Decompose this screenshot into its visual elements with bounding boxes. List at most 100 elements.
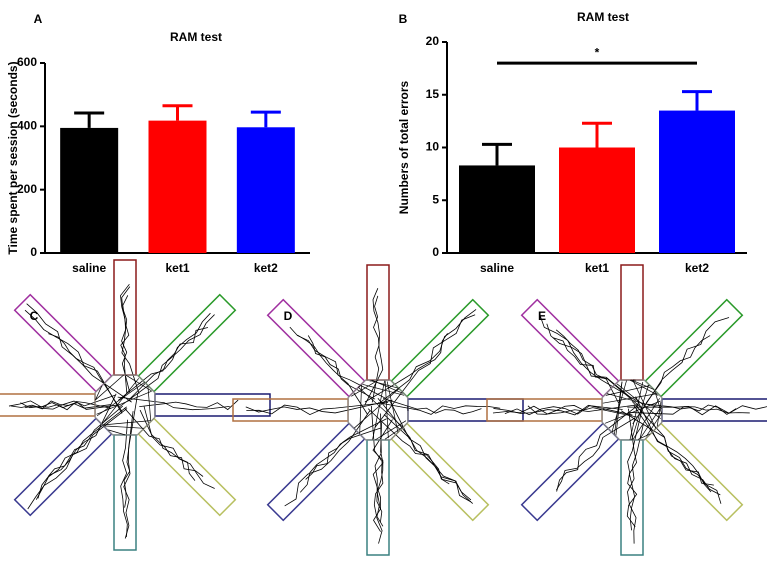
track <box>246 402 389 416</box>
panel-label: A <box>34 12 43 26</box>
maze <box>0 259 271 551</box>
track <box>101 378 140 425</box>
track <box>359 384 362 434</box>
maze-arm <box>644 422 744 522</box>
track <box>307 335 376 400</box>
maze <box>232 264 524 556</box>
maze <box>486 264 767 556</box>
maze-arm <box>390 298 490 398</box>
track <box>546 323 633 399</box>
track <box>631 379 654 390</box>
track <box>129 312 211 400</box>
track <box>372 380 385 440</box>
track <box>639 405 663 440</box>
track <box>20 401 112 411</box>
panel-label: E <box>538 309 546 323</box>
track <box>378 402 501 415</box>
y-axis-label: Time spent per session (seconds) <box>6 61 20 254</box>
y-tick-label: 15 <box>426 87 440 101</box>
track <box>656 401 662 427</box>
x-tick-label: ket1 <box>165 261 189 275</box>
y-tick-label: 400 <box>17 119 37 133</box>
track <box>125 374 152 392</box>
track <box>108 429 126 436</box>
track <box>627 424 644 544</box>
x-tick-label: ket2 <box>685 261 709 275</box>
bar <box>559 147 635 253</box>
track <box>297 334 368 415</box>
y-axis-label: Numbers of total errors <box>397 80 411 214</box>
track <box>384 426 403 440</box>
track <box>372 422 384 532</box>
track <box>289 326 386 399</box>
track <box>374 314 476 428</box>
track <box>637 433 651 440</box>
track <box>358 384 362 388</box>
track <box>629 381 644 441</box>
track <box>37 393 117 499</box>
track <box>616 383 661 420</box>
track <box>627 405 767 416</box>
maze-center <box>601 379 663 441</box>
track <box>645 335 711 404</box>
track <box>119 314 215 408</box>
bar <box>659 110 735 253</box>
y-tick-label: 10 <box>426 140 440 154</box>
significance-mark: * <box>595 45 600 59</box>
track <box>646 412 663 437</box>
y-tick-label: 200 <box>17 182 37 196</box>
track <box>527 405 638 418</box>
track <box>48 333 123 412</box>
y-tick-label: 0 <box>432 245 439 259</box>
track <box>375 420 407 441</box>
track <box>372 380 404 394</box>
track <box>120 295 130 394</box>
chart-title: RAM test <box>170 30 222 44</box>
bar <box>236 127 295 253</box>
track <box>102 420 151 426</box>
track <box>629 379 659 396</box>
maze-arm <box>520 298 620 398</box>
track <box>379 309 477 404</box>
y-tick-label: 5 <box>432 192 439 206</box>
track <box>139 399 239 411</box>
maze-arm <box>266 298 366 398</box>
track <box>35 406 127 500</box>
bar <box>60 127 119 253</box>
maze-center <box>94 374 156 436</box>
x-tick-label: ket1 <box>585 261 609 275</box>
maze-arm <box>661 398 767 422</box>
track <box>364 295 384 406</box>
track <box>556 405 638 492</box>
chart-title: RAM test <box>577 10 629 24</box>
track <box>117 396 230 411</box>
track <box>386 381 399 433</box>
track <box>632 398 660 441</box>
track <box>605 385 650 396</box>
y-tick-label: 600 <box>17 55 37 69</box>
track <box>627 406 750 415</box>
track <box>631 400 721 496</box>
track <box>632 317 730 425</box>
track <box>628 408 637 531</box>
maze-arm <box>113 434 137 551</box>
track <box>121 286 140 394</box>
x-tick-label: saline <box>480 261 514 275</box>
x-tick-label: saline <box>72 261 106 275</box>
maze-arm <box>232 398 349 422</box>
track <box>632 379 657 429</box>
track <box>504 405 623 416</box>
track <box>556 417 635 491</box>
track <box>95 385 103 401</box>
track <box>305 418 387 480</box>
track <box>383 397 482 415</box>
track <box>10 394 116 410</box>
y-tick-label: 0 <box>30 245 37 259</box>
maze-arm <box>137 417 237 517</box>
track <box>24 309 123 414</box>
track <box>96 382 145 417</box>
track <box>626 410 643 528</box>
track <box>26 303 132 403</box>
maze-arm <box>644 298 744 398</box>
